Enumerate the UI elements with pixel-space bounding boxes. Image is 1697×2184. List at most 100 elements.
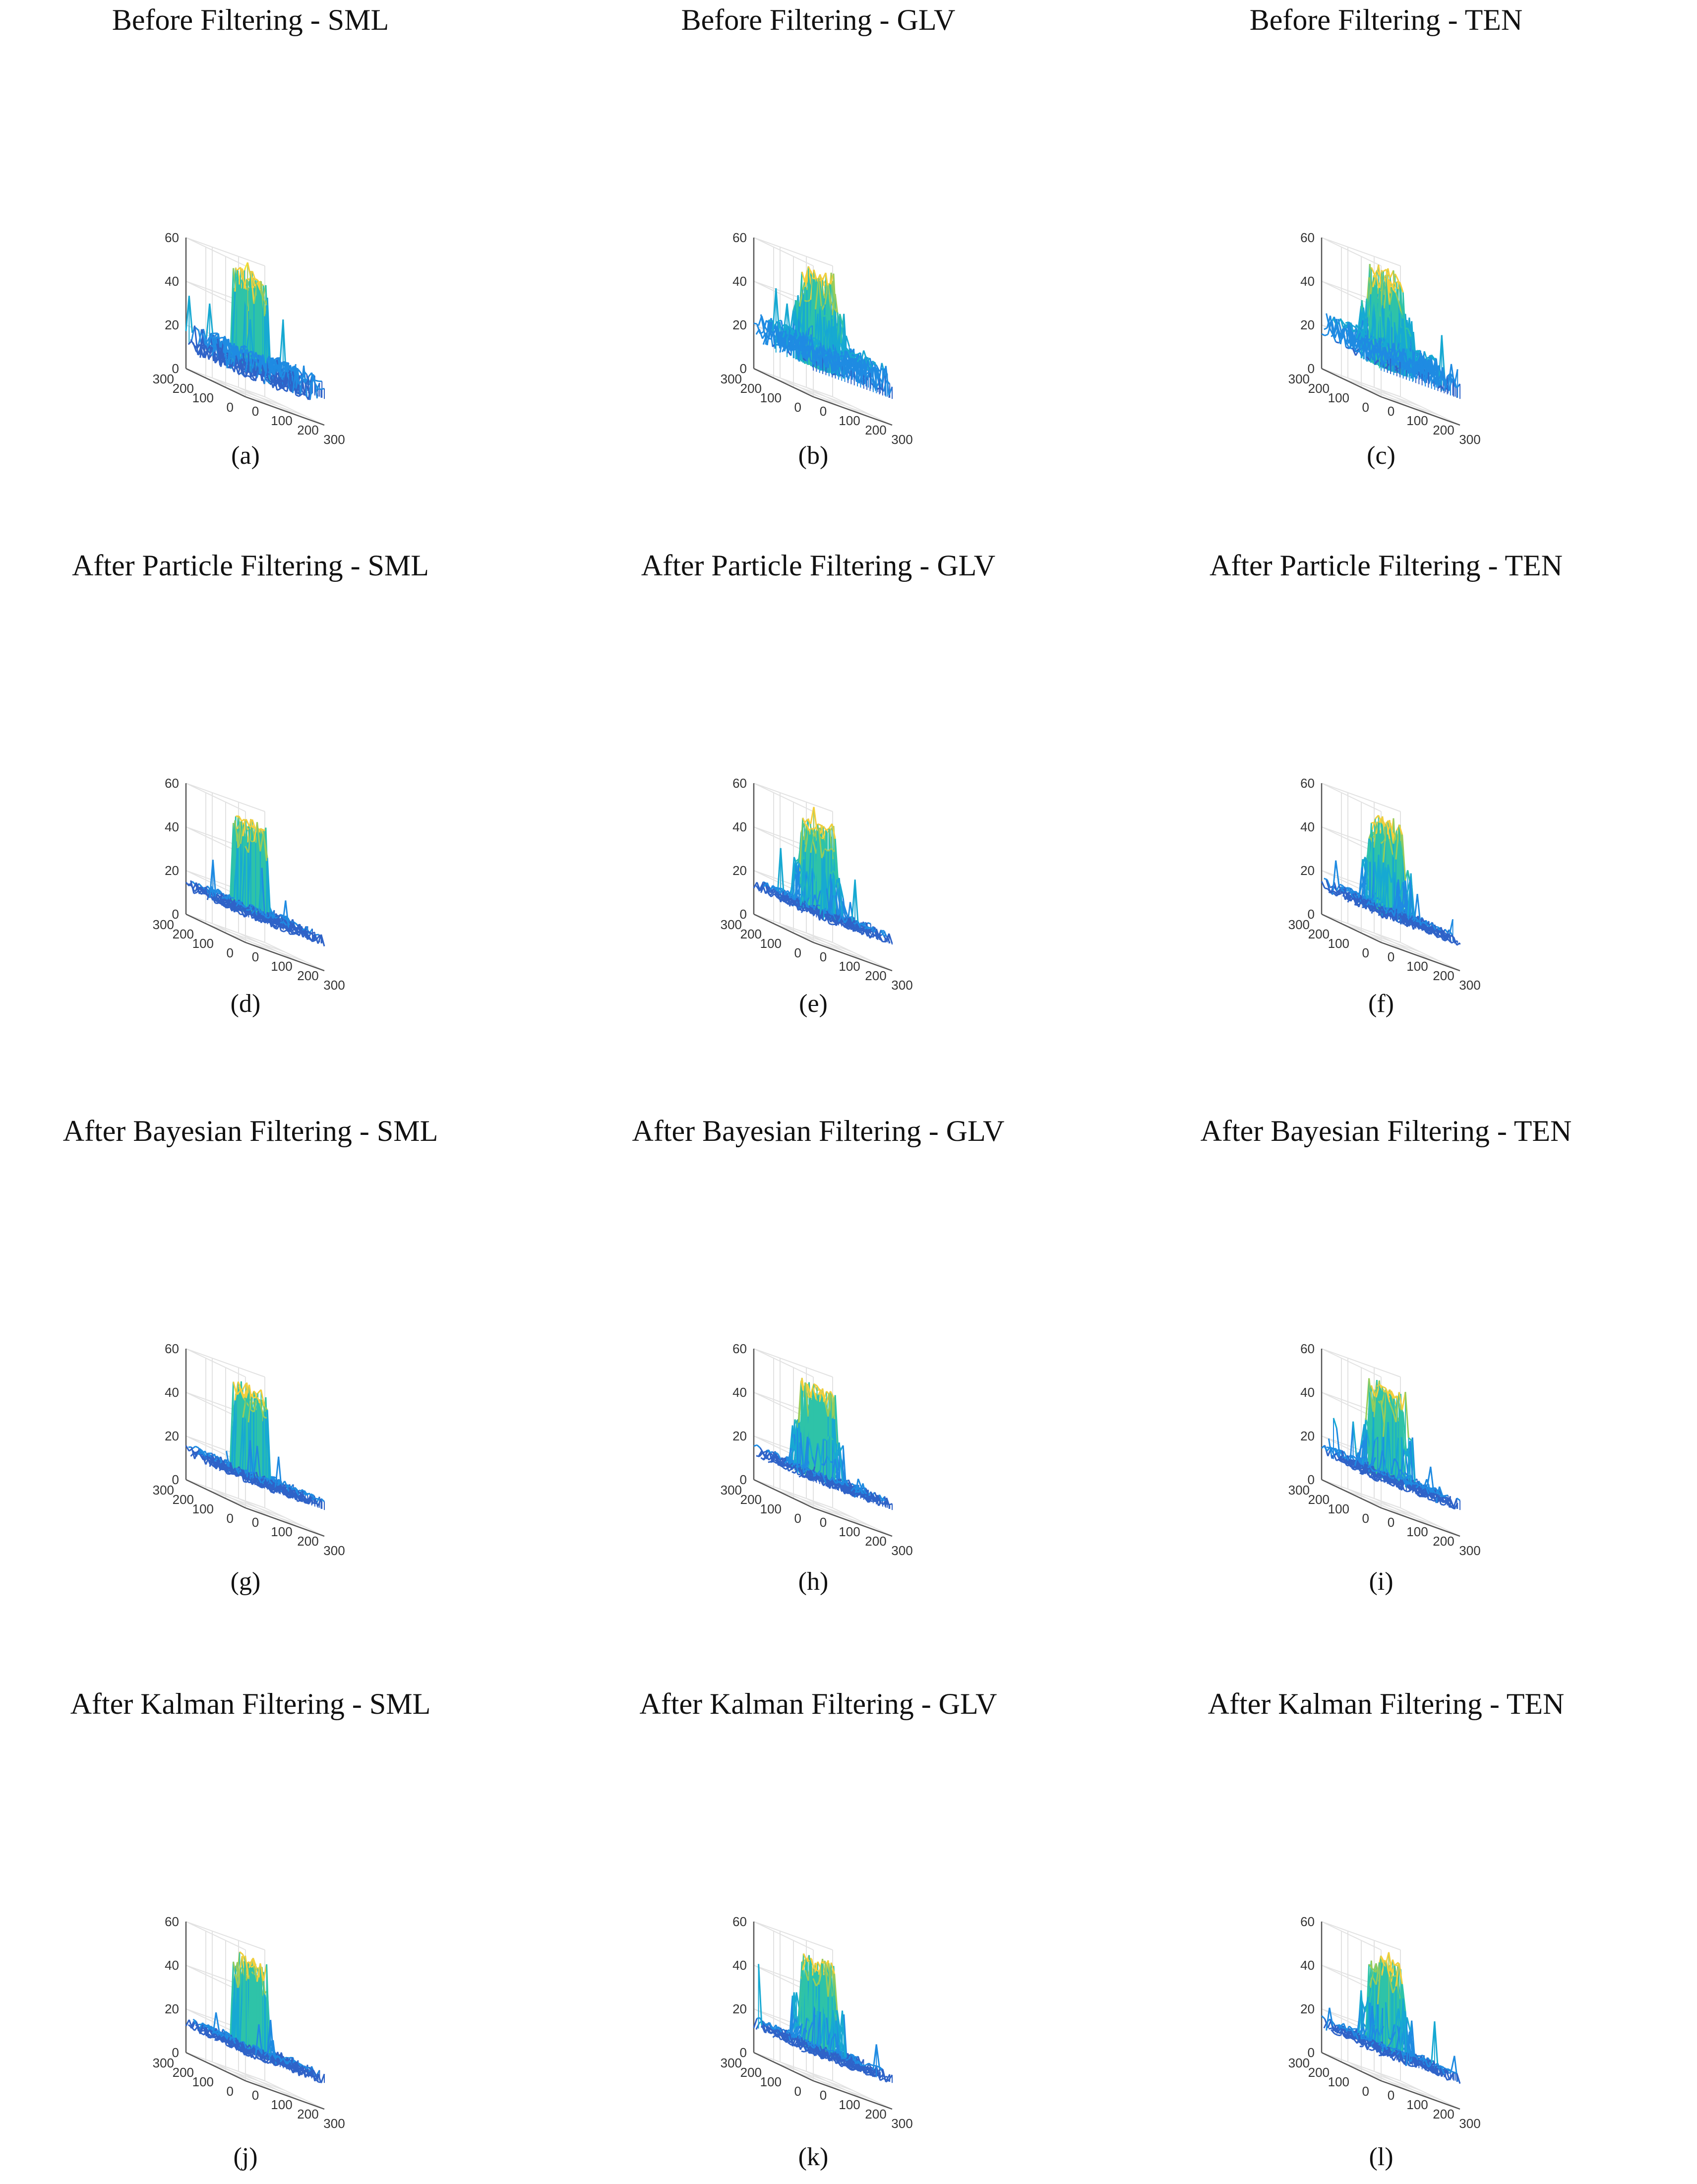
surface-segment xyxy=(283,917,287,920)
surface-segment xyxy=(1345,895,1349,898)
surface-segment xyxy=(825,320,830,357)
gridline xyxy=(773,377,853,407)
surface-segment xyxy=(262,356,267,370)
surface-segment xyxy=(230,346,236,364)
z-tick-label: 60 xyxy=(1300,230,1315,245)
surface-segment xyxy=(793,322,798,329)
surface-segment xyxy=(1399,282,1404,293)
y-tick-label: 0 xyxy=(1362,400,1369,415)
y-tick-label: 200 xyxy=(740,927,762,941)
y-tick-label: 200 xyxy=(173,927,194,941)
surface-segment xyxy=(1341,327,1346,339)
surface-segment xyxy=(1362,329,1367,335)
surface-segment xyxy=(295,367,300,385)
surface-segment xyxy=(814,313,819,348)
surface-segment xyxy=(791,329,797,351)
panel-f: After Particle Filtering - TEN 0 20 40 60 0 10… xyxy=(1210,549,1563,1018)
gridline xyxy=(238,387,299,416)
surface-plot xyxy=(753,266,893,399)
gridline xyxy=(185,783,246,812)
surface-segment xyxy=(267,357,272,365)
surface-segment xyxy=(243,906,247,909)
surface-segment xyxy=(875,365,880,372)
surface-segment xyxy=(839,313,844,328)
surface-segment xyxy=(261,358,266,372)
z-tick-label: 20 xyxy=(732,863,747,878)
gridline xyxy=(1321,783,1382,812)
surface-segment xyxy=(279,319,284,365)
gridline xyxy=(780,377,840,407)
surface-segment xyxy=(803,334,808,362)
gridline xyxy=(1374,387,1434,416)
panel-b: Before Filtering - GLV020406001002003000… xyxy=(681,3,956,470)
surface-segment xyxy=(831,294,836,315)
x-tick-label: 200 xyxy=(865,968,886,983)
gridline xyxy=(1374,933,1434,962)
surface-segment xyxy=(286,365,291,370)
gridline xyxy=(753,237,814,266)
surface-segment xyxy=(825,350,830,368)
surface-segment xyxy=(1329,327,1333,335)
surface-segment xyxy=(242,353,247,376)
y-tick-label: 300 xyxy=(153,372,174,386)
panel-caption: (d) xyxy=(231,990,261,1018)
surface-segment xyxy=(819,306,824,317)
surface-segment xyxy=(758,329,763,339)
surface-segment xyxy=(840,313,845,344)
surface-segment xyxy=(278,378,282,381)
surface-segment xyxy=(847,350,852,359)
x-tick-label: 300 xyxy=(1459,432,1480,447)
x-tick-label: 100 xyxy=(839,413,860,428)
surface-segment xyxy=(1330,315,1334,337)
surface-segment xyxy=(808,324,813,329)
surface-segment xyxy=(1356,326,1361,331)
surface-segment xyxy=(807,299,811,302)
panel-caption: (b) xyxy=(798,441,829,470)
surface-segment xyxy=(273,361,278,370)
surface-segment xyxy=(1324,877,1328,880)
gridline xyxy=(185,237,246,266)
panel-caption: (c) xyxy=(1367,441,1395,470)
y-tick-label: 300 xyxy=(153,917,174,932)
surface-segment xyxy=(241,301,246,374)
surface-segment xyxy=(855,358,861,367)
surface-segment xyxy=(1423,351,1428,362)
surface-segment xyxy=(777,328,782,348)
surface-segment xyxy=(280,914,284,917)
surface-segment xyxy=(216,343,221,366)
surface-segment xyxy=(872,362,877,366)
surface-segment xyxy=(1437,936,1441,938)
surface-segment xyxy=(1340,327,1345,333)
panel-title: After Particle Filtering - SML xyxy=(72,549,429,582)
surface-segment xyxy=(226,350,230,354)
x-tick-label: 200 xyxy=(1433,968,1454,983)
gridline xyxy=(806,933,866,962)
surface-segment xyxy=(280,367,285,377)
surface-segment xyxy=(1331,333,1335,337)
z-tick-label: 60 xyxy=(1300,776,1315,791)
y-tick-label: 100 xyxy=(1328,390,1349,405)
surface-segment xyxy=(198,883,202,887)
surface-segment xyxy=(205,345,210,360)
surface-segment xyxy=(859,923,863,926)
surface-segment xyxy=(814,278,820,310)
gridline xyxy=(780,923,840,952)
gridline xyxy=(185,237,265,266)
y-tick-label: 200 xyxy=(1308,927,1330,941)
gridline xyxy=(1347,923,1408,952)
surface-segment xyxy=(762,335,767,345)
z-tick-label: 0 xyxy=(172,361,179,376)
surface-segment xyxy=(281,930,285,933)
surface-segment xyxy=(810,334,815,357)
z-tick-label: 20 xyxy=(165,317,179,332)
surface-segment xyxy=(1415,920,1419,923)
surface-segment xyxy=(815,346,821,362)
surface-segment xyxy=(766,323,771,346)
gridline xyxy=(1321,237,1401,266)
axis-line xyxy=(185,368,246,398)
surface-segment xyxy=(1340,318,1345,324)
y-tick-label: 200 xyxy=(740,381,762,396)
surface-segment xyxy=(844,348,848,351)
axis-line xyxy=(245,396,325,426)
